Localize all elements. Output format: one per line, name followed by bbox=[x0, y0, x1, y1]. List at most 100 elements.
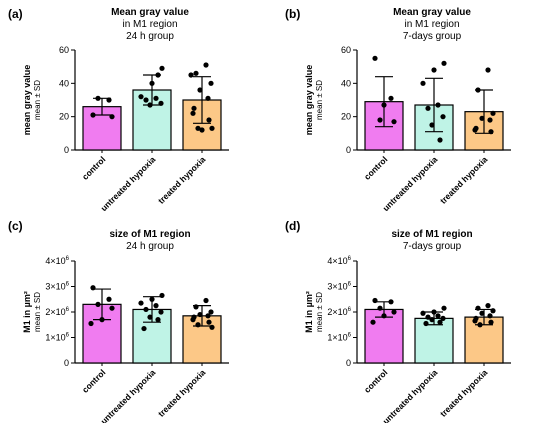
data-point bbox=[147, 102, 153, 108]
data-point bbox=[472, 127, 478, 133]
data-point bbox=[381, 102, 387, 108]
data-point bbox=[372, 55, 378, 61]
data-point bbox=[206, 319, 212, 325]
data-point bbox=[90, 285, 96, 291]
y-tick-label: 40 bbox=[59, 78, 69, 88]
data-point bbox=[429, 122, 435, 128]
data-point bbox=[381, 313, 387, 319]
y-tick-label: 60 bbox=[341, 45, 351, 55]
data-point bbox=[370, 319, 376, 325]
y-tick-label: 2×106 bbox=[45, 307, 69, 317]
data-point bbox=[190, 110, 196, 116]
data-point bbox=[197, 311, 203, 318]
chart-title: size of M1 region bbox=[391, 229, 472, 240]
y-tick-label: 0 bbox=[64, 145, 69, 155]
y-tick-label: 0 bbox=[64, 358, 69, 368]
category-label: untreated hypoxia bbox=[381, 154, 440, 213]
data-point bbox=[435, 313, 441, 319]
category-label: untreated hypoxia bbox=[99, 367, 158, 423]
chart-title: Mean gray value bbox=[393, 7, 471, 18]
data-point bbox=[377, 117, 383, 123]
data-point bbox=[391, 119, 397, 125]
data-point bbox=[106, 97, 112, 103]
data-point bbox=[485, 303, 491, 309]
y-tick-label: 3×106 bbox=[327, 282, 351, 292]
data-point bbox=[431, 309, 437, 315]
data-point bbox=[188, 72, 194, 78]
y-tick-label: 0 bbox=[346, 358, 351, 368]
data-point bbox=[488, 319, 494, 325]
data-point bbox=[205, 313, 211, 319]
data-point bbox=[143, 306, 149, 313]
data-point bbox=[420, 310, 426, 316]
data-point bbox=[490, 110, 496, 116]
y-axis-sublabel: mean ± SD bbox=[315, 292, 324, 332]
chart-subtitle: 24 h group bbox=[126, 31, 174, 42]
category-label: untreated hypoxia bbox=[381, 367, 440, 423]
category-label: treated hypoxia bbox=[156, 367, 208, 419]
bar bbox=[182, 99, 222, 151]
y-tick-label: 20 bbox=[341, 112, 351, 122]
data-point bbox=[487, 117, 493, 123]
data-point bbox=[440, 315, 446, 321]
data-point bbox=[440, 114, 446, 120]
data-point bbox=[377, 305, 383, 311]
data-point bbox=[149, 296, 155, 302]
data-point bbox=[203, 62, 209, 68]
category-label: untreated hypoxia bbox=[99, 154, 158, 213]
chart-title: size of M1 region bbox=[109, 229, 190, 240]
y-axis-label: M1 in µm² bbox=[22, 291, 32, 333]
data-point bbox=[209, 324, 215, 330]
y-tick-label: 4×106 bbox=[45, 256, 69, 266]
data-point bbox=[477, 322, 483, 328]
category-label: control bbox=[362, 154, 389, 181]
chart-subtitle: in M1 region bbox=[404, 19, 459, 30]
y-tick-label: 20 bbox=[59, 112, 69, 122]
data-point bbox=[441, 60, 447, 66]
data-point bbox=[437, 319, 443, 325]
data-point bbox=[420, 80, 426, 86]
bar bbox=[414, 317, 454, 364]
data-point bbox=[149, 80, 155, 86]
y-tick-label: 60 bbox=[59, 45, 69, 55]
data-point bbox=[205, 95, 211, 101]
data-point bbox=[441, 305, 447, 311]
data-point bbox=[425, 105, 431, 111]
category-label: control bbox=[80, 367, 107, 394]
data-point bbox=[191, 105, 197, 111]
category-label: treated hypoxia bbox=[438, 367, 490, 419]
data-point bbox=[475, 87, 481, 93]
data-point bbox=[147, 314, 153, 320]
data-point bbox=[490, 308, 496, 314]
data-point bbox=[159, 292, 165, 299]
data-point bbox=[106, 296, 112, 302]
data-point bbox=[479, 115, 485, 121]
data-point bbox=[99, 317, 105, 323]
data-point bbox=[109, 114, 115, 120]
y-axis-sublabel: mean ± SD bbox=[315, 80, 324, 120]
y-tick-label: 0 bbox=[346, 145, 351, 155]
data-point bbox=[488, 129, 494, 135]
data-point bbox=[158, 100, 164, 106]
data-point bbox=[193, 304, 199, 310]
category-label: treated hypoxia bbox=[438, 154, 490, 206]
data-point bbox=[155, 317, 161, 323]
data-point bbox=[487, 313, 493, 319]
data-point bbox=[195, 322, 201, 328]
category-label: treated hypoxia bbox=[156, 154, 208, 206]
chart-title: Mean gray value bbox=[111, 7, 189, 18]
data-point bbox=[431, 67, 437, 73]
data-point bbox=[475, 305, 481, 311]
data-point bbox=[388, 299, 394, 305]
chart-subtitle: 24 h group bbox=[126, 241, 174, 252]
data-point bbox=[197, 87, 203, 93]
chart-subtitle: 7-days group bbox=[403, 241, 462, 252]
data-point bbox=[90, 112, 96, 118]
y-tick-label: 40 bbox=[341, 78, 351, 88]
chart-subtitle: in M1 region bbox=[122, 19, 177, 30]
chart-subtitle: 7-days group bbox=[403, 31, 462, 42]
